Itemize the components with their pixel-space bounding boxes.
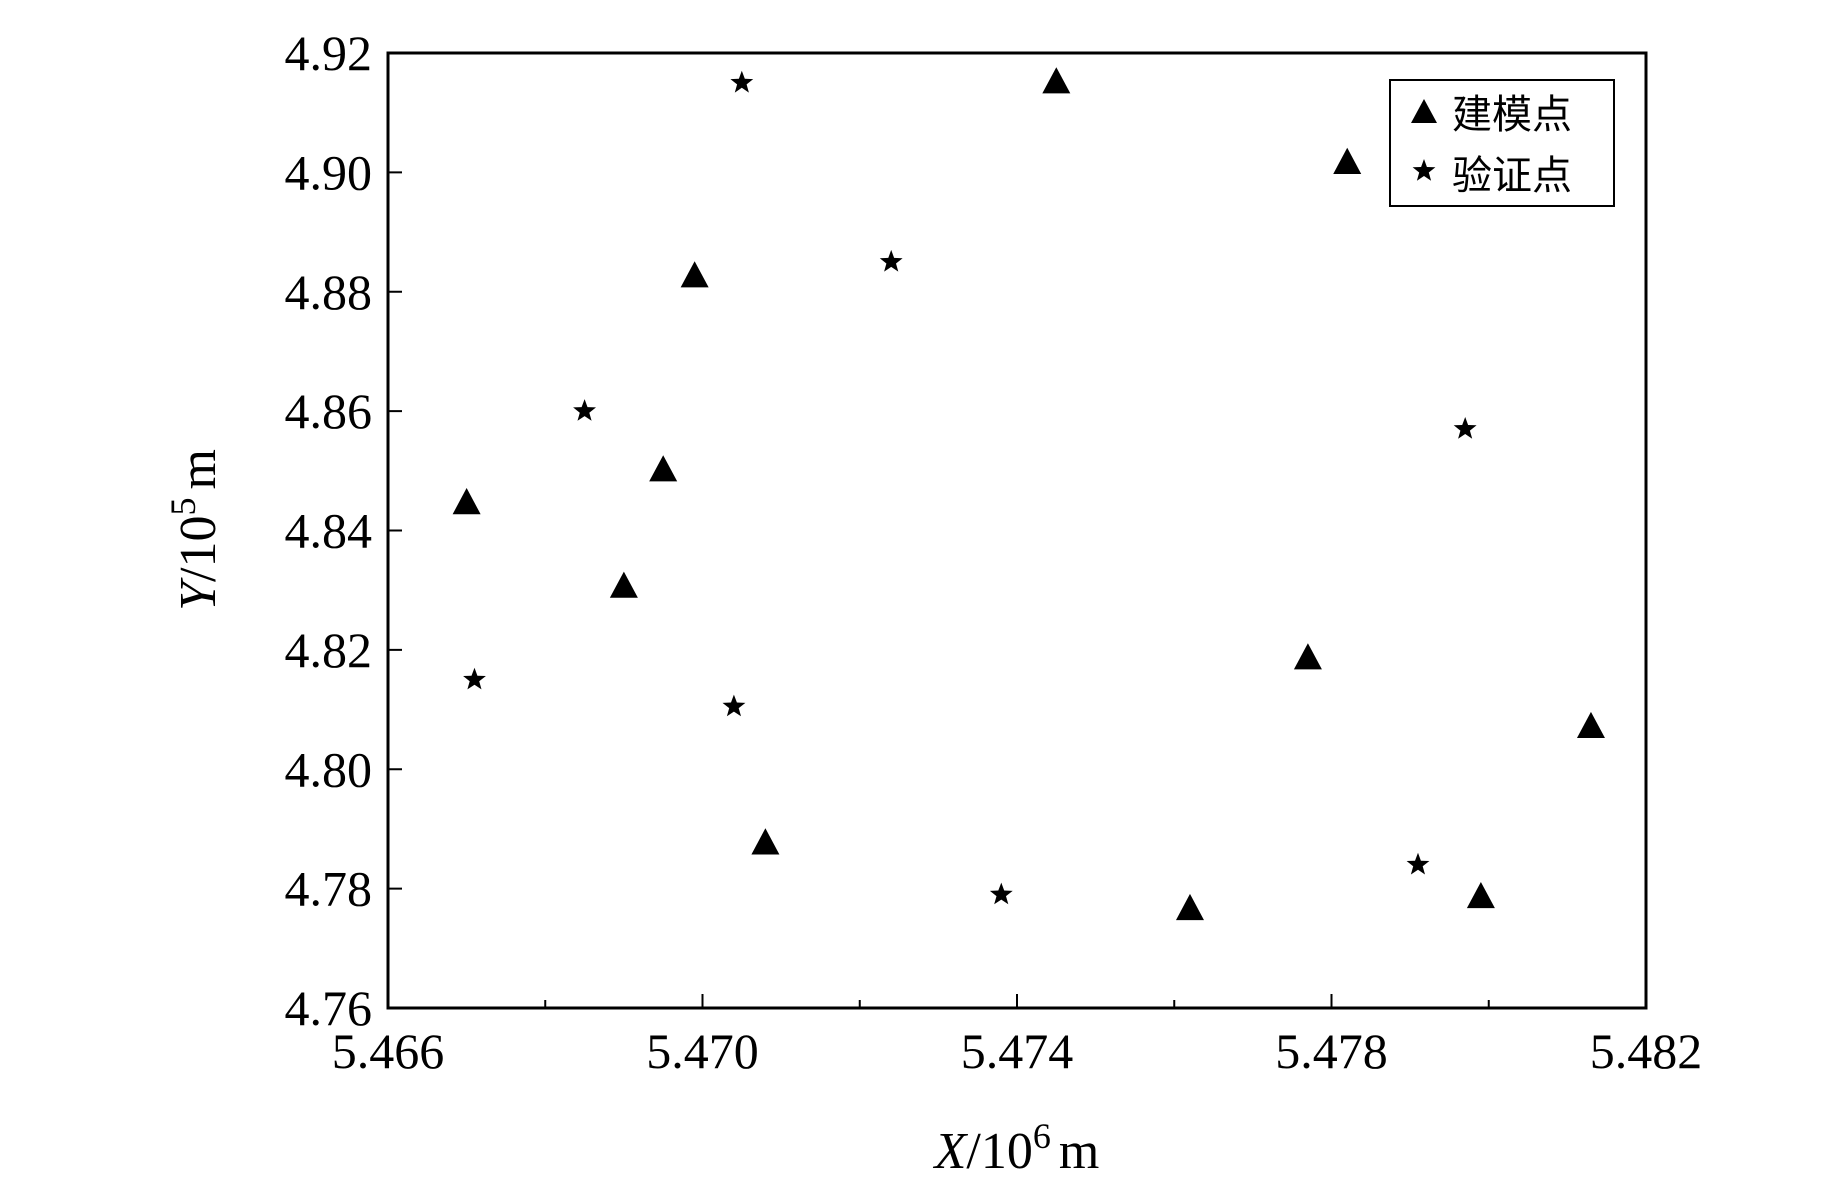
modeling-point-marker — [751, 828, 780, 855]
y-axis-title-suffix: m — [170, 449, 227, 489]
validation-point-marker — [463, 667, 486, 690]
validation-point-marker — [1406, 852, 1430, 875]
y-axis-title-exp: 5 — [163, 498, 203, 516]
x-tick-label: 5.474 — [961, 1023, 1074, 1079]
x-axis-title: X/106 m — [933, 1116, 1100, 1180]
legend-star-icon — [1412, 159, 1436, 181]
legend-label-validation: 验证点 — [1452, 153, 1572, 199]
x-axis-title-exp: 6 — [1033, 1116, 1051, 1156]
y-tick-label: 4.90 — [285, 144, 373, 200]
y-axis-title-unit: /10 — [170, 516, 227, 582]
y-tick-label: 4.88 — [285, 264, 373, 320]
y-axis-ticks: 4.76 4.78 4.80 4.82 4.84 4.86 4.88 4.90 4.92 — [285, 25, 402, 1036]
modeling-point-marker — [1175, 893, 1204, 921]
legend-label-modeling: 建模点 — [1452, 92, 1572, 138]
y-tick-label: 4.92 — [285, 25, 373, 81]
modeling-point-marker — [1333, 147, 1362, 175]
y-axis-title: Y/105 m — [163, 449, 227, 611]
x-axis-title-suffix: m — [1059, 1123, 1099, 1180]
modeling-point-marker — [452, 488, 481, 515]
x-axis-title-unit: /10 — [966, 1123, 1032, 1180]
y-tick-label: 4.76 — [285, 980, 373, 1036]
y-tick-label: 4.82 — [285, 622, 373, 678]
y-tick-label: 4.84 — [285, 503, 373, 559]
series-triangle-points — [452, 67, 1605, 921]
validation-point-marker — [730, 70, 754, 93]
y-tick-label: 4.86 — [285, 383, 373, 439]
validation-point-marker — [879, 249, 903, 272]
data-points — [452, 67, 1605, 921]
modeling-point-marker — [609, 571, 638, 598]
legend-star-shape — [1412, 159, 1436, 181]
x-tick-label: 5.478 — [1275, 1023, 1388, 1079]
x-axis-title-var: X — [933, 1123, 969, 1180]
series-star-points — [463, 70, 1477, 905]
x-tick-label: 5.466 — [332, 1023, 445, 1079]
y-tick-label: 4.80 — [285, 741, 373, 797]
legend: 建模点 验证点 — [1389, 79, 1615, 207]
legend-box — [1389, 79, 1615, 207]
validation-point-marker — [573, 399, 596, 421]
x-tick-label: 5.470 — [646, 1023, 759, 1079]
validation-point-marker — [1453, 417, 1477, 439]
y-tick-label: 4.78 — [285, 861, 373, 917]
validation-point-marker — [989, 882, 1013, 905]
modeling-point-marker — [1466, 881, 1495, 909]
modeling-point-marker — [1293, 643, 1322, 670]
legend-triangle-icon — [1411, 99, 1437, 123]
modeling-point-marker — [680, 261, 709, 288]
modeling-point-marker — [1042, 67, 1071, 94]
x-axis-ticks: 5.466 5.470 5.474 5.478 5.482 — [332, 994, 1703, 1079]
x-tick-label: 5.482 — [1590, 1023, 1703, 1079]
validation-point-marker — [722, 694, 746, 717]
y-axis-title-var: Y — [170, 577, 227, 611]
modeling-point-marker — [649, 455, 678, 482]
modeling-point-marker — [1576, 711, 1605, 739]
